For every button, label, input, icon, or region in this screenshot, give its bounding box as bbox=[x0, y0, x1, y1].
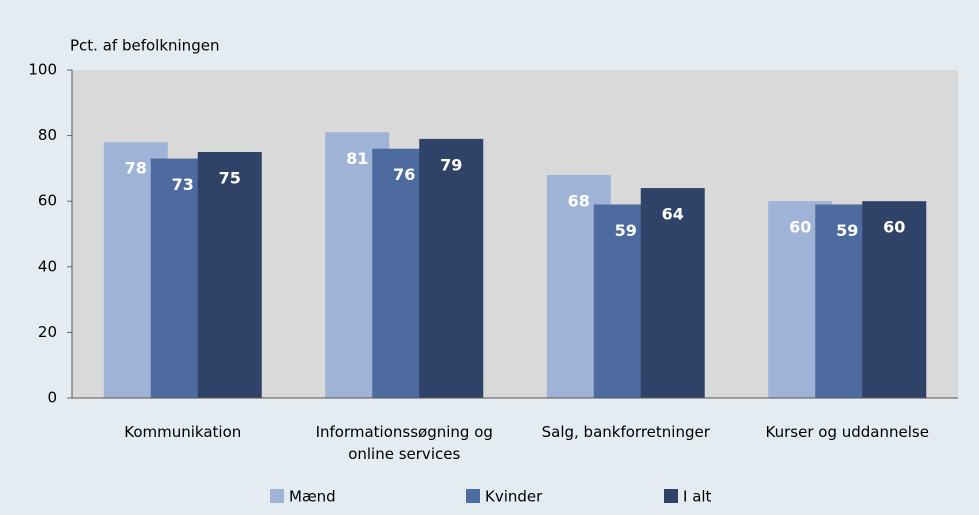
legend-label: I alt bbox=[683, 488, 712, 506]
bar bbox=[197, 152, 262, 398]
y-tick-label: 80 bbox=[38, 126, 57, 144]
y-tick-label: 100 bbox=[28, 61, 57, 79]
y-tick-label: 60 bbox=[38, 192, 57, 210]
data-label: 81 bbox=[346, 149, 368, 168]
data-label: 73 bbox=[172, 175, 194, 194]
data-label: 60 bbox=[883, 218, 905, 237]
x-tick-label: Salg, bankforretninger bbox=[541, 423, 710, 441]
data-label: 59 bbox=[615, 221, 637, 240]
y-axis-label: Pct. af befolkningen bbox=[70, 37, 219, 55]
data-label: 60 bbox=[789, 218, 811, 237]
data-label: 79 bbox=[440, 155, 462, 174]
legend-label: Kvinder bbox=[485, 488, 543, 506]
bar bbox=[640, 188, 705, 398]
legend-swatch bbox=[664, 489, 678, 503]
bar bbox=[419, 138, 484, 398]
x-tick-label: Kommunikation bbox=[124, 423, 242, 441]
data-label: 68 bbox=[568, 191, 590, 210]
legend-label: Mænd bbox=[289, 488, 336, 506]
y-tick-label: 0 bbox=[47, 389, 57, 407]
legend-swatch bbox=[466, 489, 480, 503]
y-tick-label: 40 bbox=[38, 257, 57, 275]
data-label: 78 bbox=[125, 159, 147, 178]
x-tick-label: Kurser og uddannelse bbox=[765, 423, 929, 441]
bar bbox=[862, 201, 927, 398]
x-tick-label: Informationssøgning og online services bbox=[315, 423, 493, 463]
legend-swatch bbox=[270, 489, 284, 503]
data-label: 64 bbox=[662, 205, 684, 224]
data-label: 59 bbox=[836, 221, 858, 240]
data-label: 75 bbox=[219, 169, 241, 188]
data-label: 76 bbox=[393, 165, 415, 184]
y-tick-label: 20 bbox=[38, 323, 57, 341]
